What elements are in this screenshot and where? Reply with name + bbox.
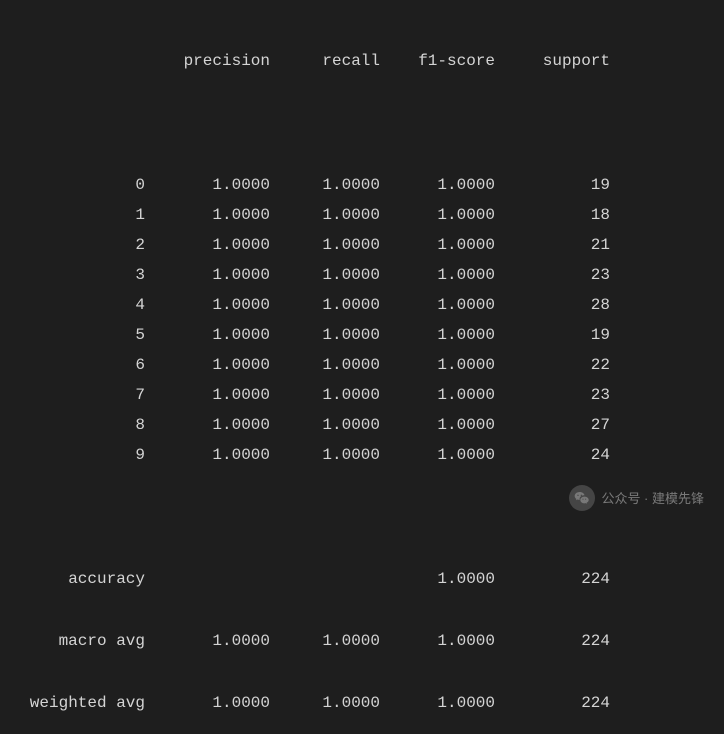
- class-label: 1: [10, 207, 145, 223]
- class-support: 18: [495, 207, 610, 223]
- class-precision: 1.0000: [145, 357, 270, 373]
- class-recall: 1.0000: [270, 297, 380, 313]
- accuracy-f1: 1.0000: [380, 571, 495, 587]
- class-label: 3: [10, 267, 145, 283]
- accuracy-support: 224: [495, 571, 610, 587]
- accuracy-row: accuracy 1.0000 224: [10, 564, 714, 594]
- class-support: 22: [495, 357, 610, 373]
- class-row: 11.00001.00001.000018: [10, 200, 714, 230]
- class-f1: 1.0000: [380, 447, 495, 463]
- macro-avg-f1: 1.0000: [380, 633, 495, 649]
- class-recall: 1.0000: [270, 417, 380, 433]
- class-label: 7: [10, 387, 145, 403]
- class-label: 0: [10, 177, 145, 193]
- macro-avg-row: macro avg 1.0000 1.0000 1.0000 224: [10, 626, 714, 656]
- header-recall: recall: [270, 53, 380, 69]
- class-support: 23: [495, 387, 610, 403]
- class-recall: 1.0000: [270, 177, 380, 193]
- classification-report: precision recall f1-score support 01.000…: [10, 14, 714, 734]
- macro-avg-label: macro avg: [10, 633, 145, 649]
- class-label: 6: [10, 357, 145, 373]
- weighted-avg-f1: 1.0000: [380, 695, 495, 711]
- macro-avg-recall: 1.0000: [270, 633, 380, 649]
- class-support: 21: [495, 237, 610, 253]
- class-precision: 1.0000: [145, 417, 270, 433]
- class-precision: 1.0000: [145, 387, 270, 403]
- class-row: 71.00001.00001.000023: [10, 380, 714, 410]
- class-recall: 1.0000: [270, 327, 380, 343]
- class-precision: 1.0000: [145, 327, 270, 343]
- class-precision: 1.0000: [145, 447, 270, 463]
- class-label: 2: [10, 237, 145, 253]
- watermark-text: 公众号 · 建模先锋: [601, 492, 704, 505]
- class-label: 8: [10, 417, 145, 433]
- class-label: 4: [10, 297, 145, 313]
- class-precision: 1.0000: [145, 207, 270, 223]
- class-support: 24: [495, 447, 610, 463]
- wechat-icon: [569, 485, 595, 511]
- header-support: support: [495, 53, 610, 69]
- class-support: 23: [495, 267, 610, 283]
- class-precision: 1.0000: [145, 297, 270, 313]
- class-f1: 1.0000: [380, 237, 495, 253]
- class-label: 9: [10, 447, 145, 463]
- class-recall: 1.0000: [270, 387, 380, 403]
- weighted-avg-support: 224: [495, 695, 610, 711]
- class-f1: 1.0000: [380, 417, 495, 433]
- class-f1: 1.0000: [380, 267, 495, 283]
- class-precision: 1.0000: [145, 237, 270, 253]
- class-row: 41.00001.00001.000028: [10, 290, 714, 320]
- class-row: 61.00001.00001.000022: [10, 350, 714, 380]
- class-support: 19: [495, 177, 610, 193]
- weighted-avg-precision: 1.0000: [145, 695, 270, 711]
- class-precision: 1.0000: [145, 267, 270, 283]
- class-row: 51.00001.00001.000019: [10, 320, 714, 350]
- class-precision: 1.0000: [145, 177, 270, 193]
- class-f1: 1.0000: [380, 207, 495, 223]
- class-support: 19: [495, 327, 610, 343]
- class-label: 5: [10, 327, 145, 343]
- class-support: 27: [495, 417, 610, 433]
- accuracy-label: accuracy: [10, 571, 145, 587]
- class-row: 91.00001.00001.000024: [10, 440, 714, 470]
- class-f1: 1.0000: [380, 357, 495, 373]
- class-recall: 1.0000: [270, 207, 380, 223]
- weighted-avg-recall: 1.0000: [270, 695, 380, 711]
- class-support: 28: [495, 297, 610, 313]
- class-recall: 1.0000: [270, 447, 380, 463]
- class-row: 21.00001.00001.000021: [10, 230, 714, 260]
- watermark: 公众号 · 建模先锋: [569, 485, 704, 511]
- macro-avg-precision: 1.0000: [145, 633, 270, 649]
- class-row: 01.00001.00001.000019: [10, 170, 714, 200]
- header-row: precision recall f1-score support: [10, 46, 714, 76]
- class-f1: 1.0000: [380, 327, 495, 343]
- class-f1: 1.0000: [380, 387, 495, 403]
- weighted-avg-row: weighted avg 1.0000 1.0000 1.0000 224: [10, 688, 714, 718]
- blank-row: [10, 108, 714, 138]
- class-recall: 1.0000: [270, 357, 380, 373]
- header-f1: f1-score: [380, 53, 495, 69]
- weighted-avg-label: weighted avg: [10, 695, 145, 711]
- class-f1: 1.0000: [380, 177, 495, 193]
- class-row: 81.00001.00001.000027: [10, 410, 714, 440]
- macro-avg-support: 224: [495, 633, 610, 649]
- class-row: 31.00001.00001.000023: [10, 260, 714, 290]
- class-f1: 1.0000: [380, 297, 495, 313]
- header-precision: precision: [145, 53, 270, 69]
- class-recall: 1.0000: [270, 267, 380, 283]
- class-recall: 1.0000: [270, 237, 380, 253]
